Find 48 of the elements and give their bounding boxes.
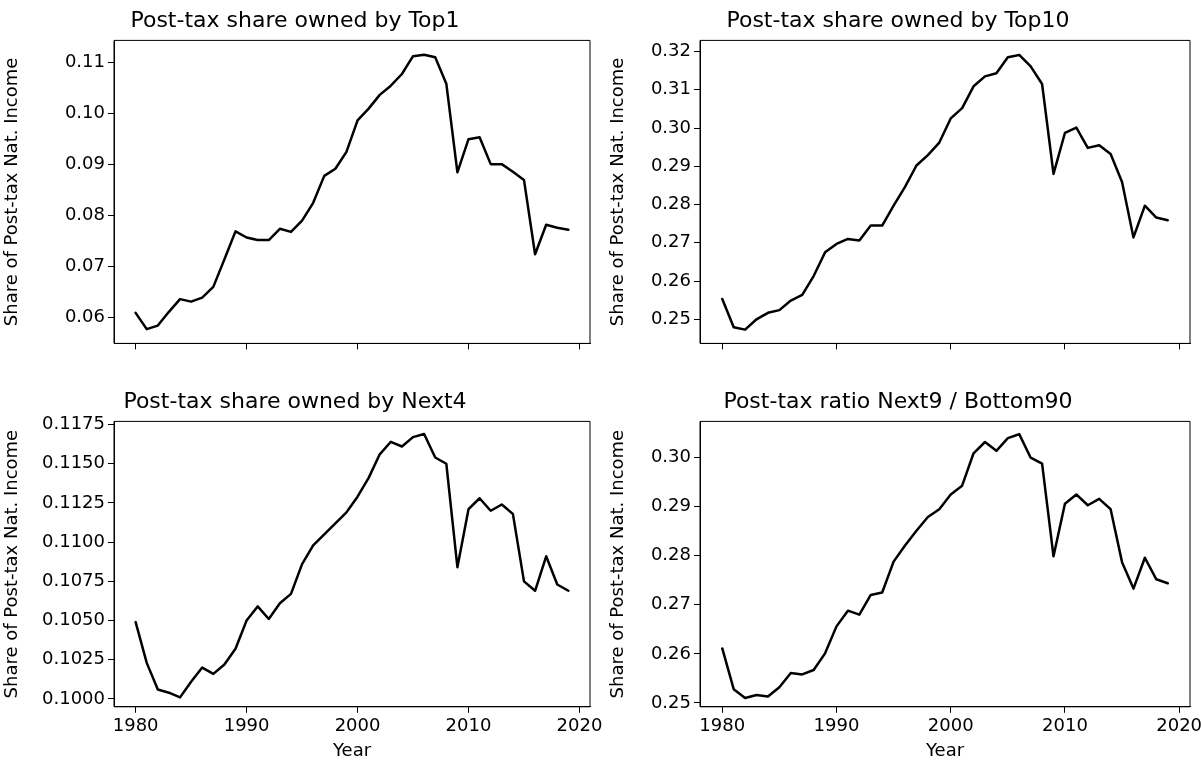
x-tick-label: 1990 <box>223 714 270 736</box>
y-tick-label: 0.1150 <box>42 451 105 473</box>
chart-title: Post-tax share owned by Next4 <box>123 387 467 413</box>
x-tick-label: 2010 <box>445 714 492 736</box>
y-tick-label: 0.1125 <box>42 490 105 512</box>
y-tick-label: 0.1050 <box>42 608 105 630</box>
y-tick-label: 0.09 <box>64 152 105 174</box>
y-tick-label: 0.07 <box>64 254 105 276</box>
x-tick-label: 2000 <box>334 714 381 736</box>
y-axis-title: Share of Post-tax Nat. Income <box>0 429 22 699</box>
x-tick-label: 2000 <box>927 714 974 736</box>
y-tick-label: 0.06 <box>64 305 105 327</box>
chart-title: Post-tax ratio Next9 / Bottom90 <box>723 387 1073 413</box>
y-tick-label: 0.27 <box>650 230 691 252</box>
y-axis-title: Share of Post-tax Nat. Income <box>606 57 628 327</box>
y-tick-label: 0.1100 <box>42 529 105 551</box>
y-tick-label: 0.26 <box>650 268 691 290</box>
x-tick-label: 1990 <box>813 714 860 736</box>
x-axis-title: Year <box>924 738 965 760</box>
y-tick-label: 0.30 <box>650 115 691 137</box>
y-axis-title: Share of Post-tax Nat. Income <box>606 429 628 699</box>
y-tick-label: 0.1075 <box>42 569 105 591</box>
y-tick-label: 0.32 <box>650 39 691 61</box>
y-tick-label: 0.1000 <box>42 686 105 708</box>
x-tick-label: 2020 <box>556 714 603 736</box>
chart-title: Post-tax share owned by Top1 <box>130 6 460 32</box>
y-tick-label: 0.11 <box>64 50 105 72</box>
x-tick-label: 2020 <box>1156 714 1201 736</box>
y-tick-label: 0.1175 <box>42 412 105 434</box>
y-tick-label: 0.1025 <box>42 647 105 669</box>
y-tick-label: 0.29 <box>650 153 691 175</box>
y-tick-label: 0.26 <box>650 641 691 663</box>
x-tick-label: 2010 <box>1042 714 1088 736</box>
y-tick-label: 0.10 <box>64 101 105 123</box>
y-tick-label: 0.30 <box>650 445 691 467</box>
chart-title: Post-tax share owned by Top10 <box>726 6 1070 32</box>
x-tick-label: 1980 <box>112 714 159 736</box>
y-tick-label: 0.27 <box>650 592 691 614</box>
y-tick-label: 0.28 <box>650 192 691 214</box>
y-tick-label: 0.31 <box>650 77 691 99</box>
y-tick-label: 0.25 <box>650 306 691 328</box>
y-axis-title: Share of Post-tax Nat. Income <box>0 57 22 327</box>
y-tick-label: 0.08 <box>64 203 105 225</box>
y-tick-label: 0.29 <box>650 494 691 516</box>
x-axis-title: Year <box>331 738 372 760</box>
y-tick-label: 0.28 <box>650 543 691 565</box>
x-tick-label: 1980 <box>699 714 746 736</box>
y-tick-label: 0.25 <box>650 690 691 712</box>
